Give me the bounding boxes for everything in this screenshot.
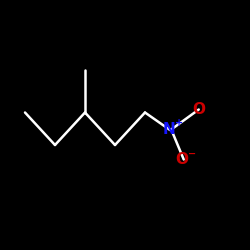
Text: −: − <box>188 149 196 159</box>
Text: N: N <box>162 122 175 137</box>
Text: O: O <box>175 152 188 167</box>
Text: +: + <box>175 118 183 128</box>
Text: O: O <box>192 102 205 117</box>
